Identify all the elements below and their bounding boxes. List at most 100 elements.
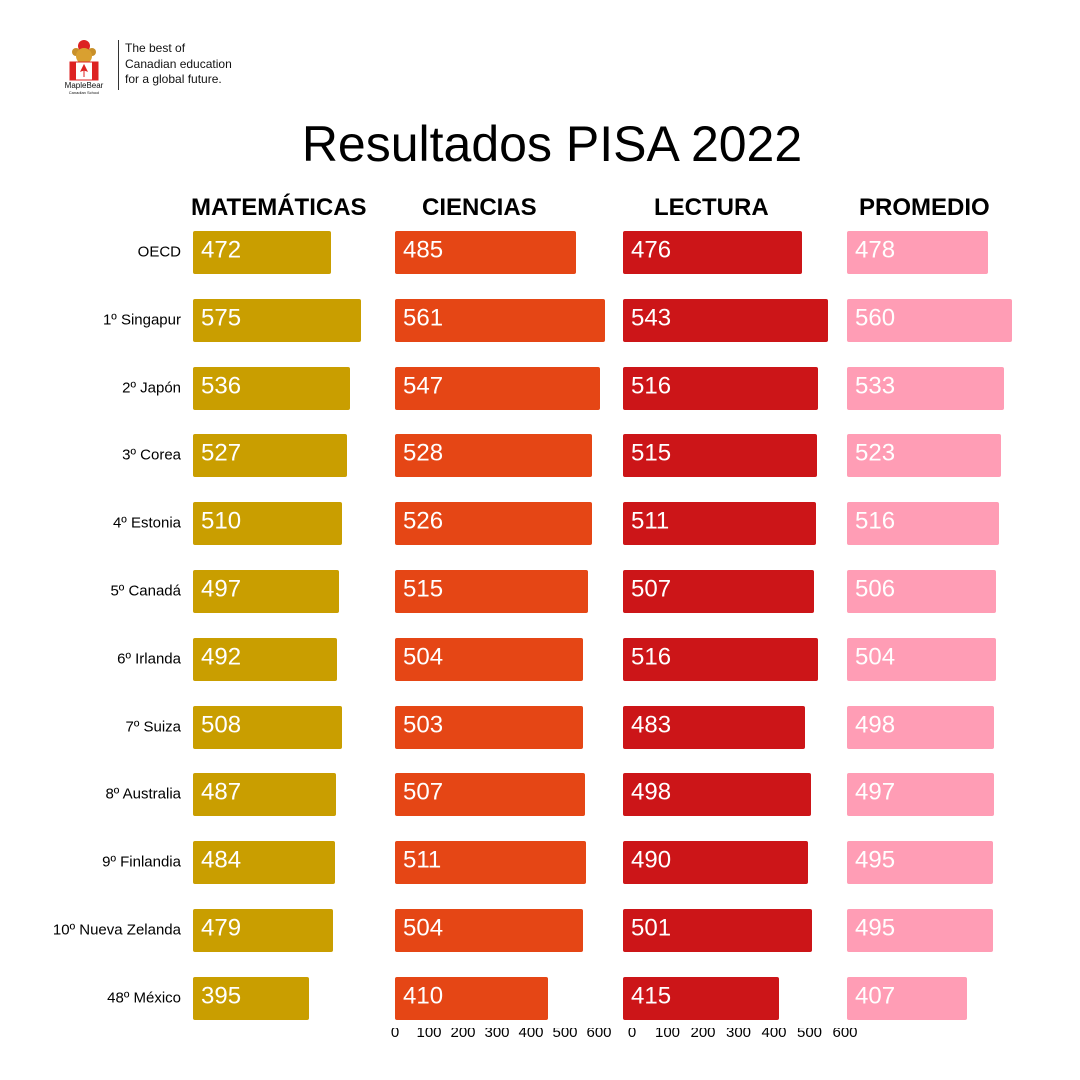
data-label: 501 — [631, 914, 672, 942]
data-label: 407 — [855, 982, 896, 1010]
x-axes: 0 100 200 300 400 500 600 0 100 200 300 400 500 600 — [0, 1028, 1080, 1040]
bar — [193, 976, 309, 1020]
bar — [847, 434, 1002, 478]
bar — [623, 231, 803, 274]
logo-divider — [118, 40, 119, 90]
bar — [623, 976, 780, 1020]
data-label: 511 — [631, 507, 670, 535]
bar — [193, 909, 334, 952]
row-label: 10º Nueva Zelanda — [52, 921, 181, 939]
bar — [395, 705, 584, 749]
axis-tick-label: 600 — [832, 1028, 858, 1040]
row-label: 48º México — [107, 989, 181, 1007]
bar — [623, 434, 818, 478]
data-label: 511 — [403, 846, 442, 874]
bar — [847, 231, 988, 274]
data-label: 560 — [855, 304, 896, 332]
data-label: 472 — [201, 236, 242, 264]
bar — [193, 502, 343, 546]
data-label: 484 — [201, 846, 242, 874]
data-label: 504 — [403, 914, 444, 942]
data-label: 515 — [403, 575, 444, 603]
row-label: 2º Japón — [122, 379, 181, 397]
tagline-line: The best of — [125, 41, 186, 55]
column-header-lectura: LECTURA — [654, 194, 769, 221]
bar — [395, 502, 592, 546]
data-label: 510 — [201, 507, 242, 535]
data-label: 527 — [201, 439, 242, 467]
data-label: 497 — [201, 575, 242, 603]
axis-tick-label: 300 — [725, 1028, 752, 1040]
axis-tick-label: 100 — [654, 1028, 681, 1040]
svg-text:MapleBear: MapleBear — [65, 81, 104, 90]
axis-tick-label: 500 — [552, 1028, 578, 1040]
data-label: 515 — [631, 439, 672, 467]
page-title: Resultados PISA 2022 — [301, 116, 803, 172]
data-label: 504 — [855, 643, 896, 671]
axis-tick-label: 0 — [390, 1028, 400, 1040]
data-label: 516 — [631, 372, 672, 400]
data-label: 476 — [631, 236, 672, 264]
row-label: 7º Suiza — [125, 718, 181, 736]
axis-tick-label: 500 — [796, 1028, 823, 1040]
axis-tick-label: 400 — [761, 1028, 787, 1040]
row-label: OECD — [137, 243, 181, 261]
axis-tick-label: 600 — [586, 1028, 612, 1040]
data-label: 492 — [201, 643, 242, 671]
data-label: 485 — [403, 236, 444, 264]
data-label: 487 — [201, 778, 242, 806]
bar — [193, 705, 342, 749]
bar — [395, 231, 577, 274]
data-label: 479 — [201, 914, 242, 942]
bar — [395, 773, 585, 817]
bar — [847, 570, 997, 613]
bar — [193, 231, 332, 274]
data-label: 395 — [201, 982, 242, 1010]
data-label: 543 — [631, 304, 672, 332]
bar — [623, 841, 808, 885]
bar — [623, 909, 812, 952]
data-label: 547 — [403, 372, 444, 400]
bar — [847, 502, 1000, 546]
data-label: 495 — [855, 846, 896, 874]
bar — [847, 298, 1013, 342]
data-label: 495 — [855, 914, 896, 942]
bar — [847, 976, 968, 1020]
data-label: 536 — [201, 372, 242, 400]
row-label: 5º Canadá — [110, 582, 181, 600]
bar — [193, 434, 348, 478]
bar — [623, 502, 816, 546]
data-label: 508 — [201, 711, 242, 739]
data-label: 516 — [855, 507, 896, 535]
axis-tick-label: 0 — [627, 1028, 637, 1040]
column-header-matematicas: MATEMÁTICAS — [191, 194, 367, 221]
bar — [847, 773, 994, 817]
bar — [623, 298, 828, 342]
data-label: 490 — [631, 846, 672, 874]
data-label: 415 — [631, 982, 672, 1010]
data-label: 498 — [631, 778, 672, 806]
bar — [623, 773, 811, 817]
bar — [395, 570, 588, 613]
data-label: 526 — [403, 507, 444, 535]
data-label: 533 — [855, 372, 896, 400]
data-label: 497 — [855, 778, 896, 806]
bar — [847, 637, 996, 681]
maplebear-logo: MapleBear Canadian School — [65, 40, 104, 94]
row-label: 3º Corea — [122, 446, 181, 464]
data-label: 410 — [403, 982, 444, 1010]
axis-tick-label: 200 — [450, 1028, 476, 1040]
row-label: 4º Estonia — [112, 514, 181, 532]
bar — [623, 637, 818, 681]
bar — [193, 841, 335, 885]
data-label: 498 — [855, 711, 896, 739]
axis-tick-label: 400 — [518, 1028, 544, 1040]
data-label: 504 — [403, 643, 444, 671]
tagline-line: for a global future. — [125, 72, 222, 86]
row-label: 1º Singapur — [102, 311, 181, 329]
row-label: 9º Finlandia — [102, 853, 181, 871]
data-label: 478 — [855, 236, 896, 264]
data-label: 561 — [403, 304, 444, 332]
data-label: 575 — [201, 304, 242, 332]
